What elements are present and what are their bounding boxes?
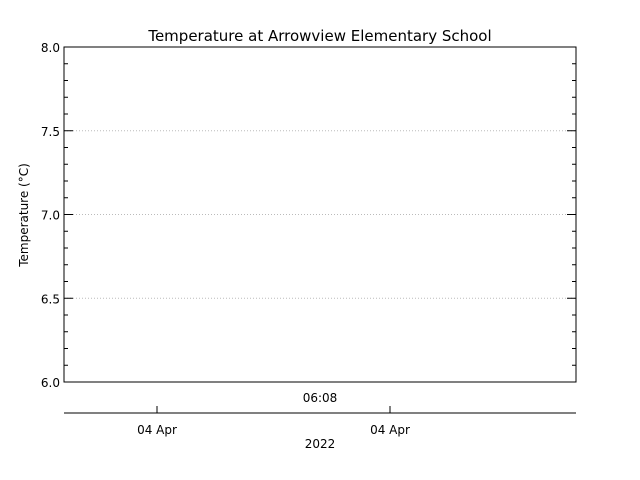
chart-title: Temperature at Arrowview Elementary Scho… xyxy=(147,27,491,45)
x-tick-label: 04 Apr xyxy=(137,423,177,437)
y-tick-label: 6.5 xyxy=(41,292,60,306)
grid-lines xyxy=(64,130,576,299)
x-tick-label: 04 Apr xyxy=(370,423,410,437)
x-axis-label: 2022 xyxy=(305,437,336,451)
time-label: 06:08 xyxy=(303,391,338,405)
y-axis-label: Temperature (°C) xyxy=(17,163,31,268)
x-axis-ticks: 04 Apr 04 Apr xyxy=(137,406,410,437)
y-tick-label: 7.5 xyxy=(41,125,60,139)
y-axis-labels: 6.0 6.5 7.0 7.5 8.0 xyxy=(41,41,60,390)
y-tick-label: 6.0 xyxy=(41,376,60,390)
y-tick-label: 7.0 xyxy=(41,209,60,223)
y-axis-ticks xyxy=(64,46,576,383)
y-tick-label: 8.0 xyxy=(41,41,60,55)
